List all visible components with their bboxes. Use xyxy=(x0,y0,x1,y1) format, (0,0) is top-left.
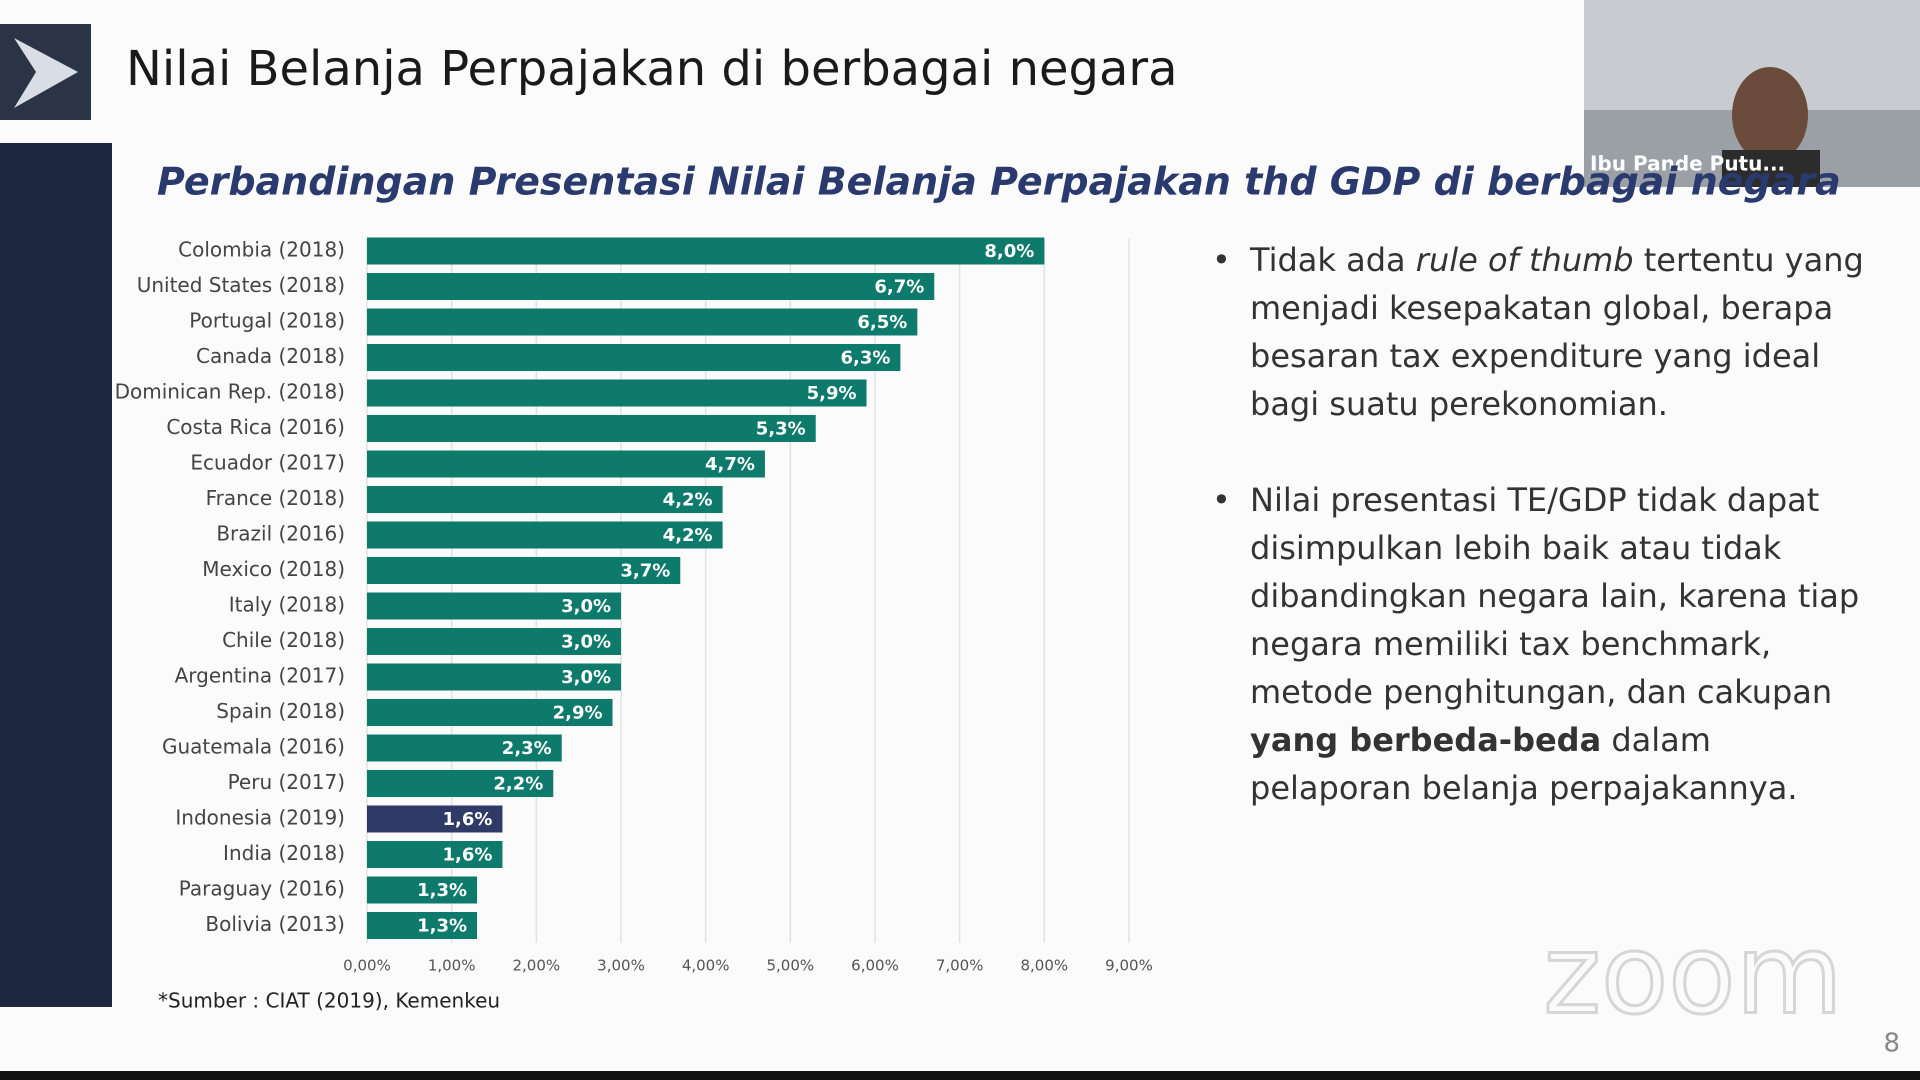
bar xyxy=(367,273,935,300)
y-tick-label: India (2018) xyxy=(223,841,345,865)
x-tick-label: 8,00% xyxy=(1021,957,1069,975)
x-tick-label: 2,00% xyxy=(513,957,561,975)
bar xyxy=(367,557,681,584)
bullet-text: Nilai presentasi TE/GDP tidak dapat disi… xyxy=(1250,481,1860,711)
bar xyxy=(367,841,503,868)
value-label: 2,2% xyxy=(493,774,543,795)
value-label: 4,2% xyxy=(663,490,713,511)
bar xyxy=(367,628,621,655)
y-tick-label: Colombia (2018) xyxy=(178,238,345,262)
y-tick-label: Spain (2018) xyxy=(216,699,345,723)
bullet-text: dalam pelaporan belanja perpajakannya. xyxy=(1250,721,1798,807)
bullet-item: Tidak ada rule of thumb tertentu yang me… xyxy=(1212,236,1872,428)
y-tick-label: Argentina (2017) xyxy=(175,664,345,688)
value-label: 8,0% xyxy=(984,241,1034,262)
bar xyxy=(367,912,478,939)
chart-title: Perbandingan Presentasi Nilai Belanja Pe… xyxy=(157,160,1841,204)
value-label: 3,0% xyxy=(561,596,611,617)
bar xyxy=(367,308,918,336)
bar xyxy=(367,592,621,620)
y-tick-label: Brazil (2016) xyxy=(216,522,345,546)
slide-title: Nilai Belanja Perpajakan di berbagai neg… xyxy=(126,41,1178,97)
y-tick-label: Indonesia (2019) xyxy=(175,806,345,830)
x-tick-label: 4,00% xyxy=(682,957,730,975)
y-tick-label: Chile (2018) xyxy=(222,628,345,652)
value-label: 5,9% xyxy=(807,383,857,404)
bar xyxy=(367,521,723,549)
value-label: 6,3% xyxy=(840,348,890,369)
x-tick-label: 3,00% xyxy=(597,957,645,975)
bar xyxy=(367,663,621,691)
bullet-text: tertentu yang menjadi kesepakatan global… xyxy=(1250,241,1864,423)
bar xyxy=(367,734,562,762)
y-tick-label: Bolivia (2013) xyxy=(205,912,345,936)
bar xyxy=(367,699,613,726)
value-label: 3,0% xyxy=(561,667,611,688)
value-label: 1,6% xyxy=(443,845,493,866)
bullet-item: Nilai presentasi TE/GDP tidak dapat disi… xyxy=(1212,476,1872,812)
value-label: 3,0% xyxy=(561,632,611,653)
bar xyxy=(367,805,503,833)
value-label: 6,7% xyxy=(874,277,924,298)
chart-source: *Sumber : CIAT (2019), Kemenkeu xyxy=(158,989,500,1013)
y-tick-label: Portugal (2018) xyxy=(189,309,345,333)
y-tick-label: Guatemala (2016) xyxy=(162,735,345,759)
bar xyxy=(367,415,816,442)
bar xyxy=(367,344,901,371)
value-label: 4,2% xyxy=(663,525,713,546)
y-tick-label: Italy (2018) xyxy=(229,593,345,617)
value-label: 4,7% xyxy=(705,454,755,475)
x-tick-label: 6,00% xyxy=(851,957,899,975)
y-tick-label: United States (2018) xyxy=(137,273,345,297)
logo-arrow xyxy=(14,38,78,108)
x-tick-label: 9,00% xyxy=(1105,957,1153,975)
x-tick-label: 1,00% xyxy=(428,957,476,975)
value-label: 1,3% xyxy=(417,916,467,937)
value-label: 3,7% xyxy=(620,561,670,582)
value-label: 1,6% xyxy=(443,809,493,830)
bar xyxy=(367,379,867,407)
y-tick-label: Ecuador (2017) xyxy=(190,451,345,475)
x-tick-label: 0,00% xyxy=(343,957,391,975)
bar xyxy=(367,876,478,904)
x-tick-label: 5,00% xyxy=(767,957,815,975)
y-tick-label: Costa Rica (2016) xyxy=(166,415,345,439)
y-tick-label: France (2018) xyxy=(206,486,345,510)
bottom-band xyxy=(0,1071,1920,1080)
x-tick-label: 7,00% xyxy=(936,957,984,975)
bar xyxy=(367,770,554,797)
bullet-list: Tidak ada rule of thumb tertentu yang me… xyxy=(1212,236,1872,860)
y-tick-label: Mexico (2018) xyxy=(202,557,345,581)
bullet-text: Tidak ada xyxy=(1250,241,1416,279)
video-person-body xyxy=(1722,150,1820,187)
side-bar xyxy=(0,143,112,1007)
participant-name: Ibu Pande Putu... xyxy=(1590,152,1785,176)
value-label: 1,3% xyxy=(417,880,467,901)
value-label: 5,3% xyxy=(756,419,806,440)
y-tick-label: Paraguay (2016) xyxy=(179,877,345,901)
bullet-text: yang berbeda-beda xyxy=(1250,721,1602,759)
bullet-text: rule of thumb xyxy=(1415,241,1634,279)
y-tick-label: Peru (2017) xyxy=(228,770,345,794)
bar xyxy=(367,237,1045,265)
zoom-watermark: zoom xyxy=(1543,910,1843,1038)
page-number: 8 xyxy=(1883,1029,1900,1059)
value-label: 6,5% xyxy=(857,312,907,333)
bar xyxy=(367,486,723,513)
value-label: 2,9% xyxy=(553,703,603,724)
value-label: 2,3% xyxy=(502,738,552,759)
video-person xyxy=(1732,67,1808,163)
y-tick-label: Canada (2018) xyxy=(196,344,345,368)
bar xyxy=(367,450,765,478)
y-tick-label: Dominican Rep. (2018) xyxy=(115,380,345,404)
